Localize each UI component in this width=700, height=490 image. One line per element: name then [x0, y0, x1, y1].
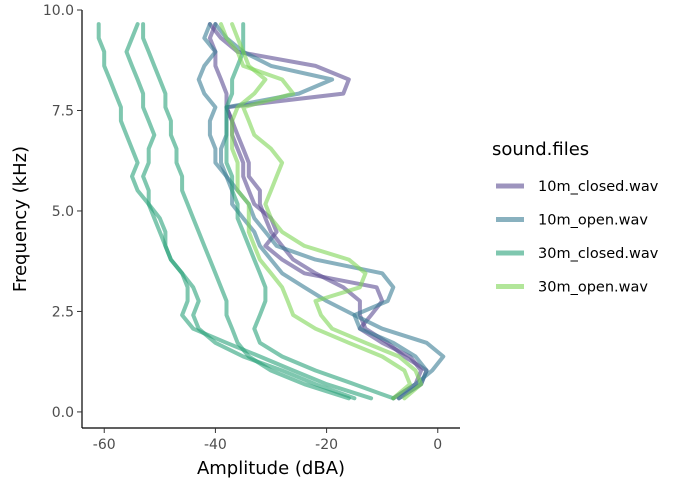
y-tick-label: 0.0	[52, 405, 74, 421]
y-tick-label: 10.0	[43, 3, 74, 19]
series-line-30m-closed-wav	[224, 22, 396, 401]
x-tick-label: -20	[315, 437, 338, 453]
series-line-30m-closed-wav	[124, 22, 357, 401]
y-tick-label: 2.5	[52, 304, 74, 320]
series-line-10m-open-wav	[213, 22, 446, 401]
legend: sound.files 10m_closed.wav 10m_open.wav 30…	[492, 139, 659, 296]
legend-label: 10m_open.wav	[538, 213, 648, 229]
x-tick-label: -40	[204, 437, 227, 453]
series-line-10m-closed-wav	[207, 22, 424, 401]
x-axis-title: Amplitude (dBA)	[197, 458, 345, 479]
x-tick-label: 0	[433, 437, 442, 453]
legend-title: sound.files	[492, 139, 589, 160]
x-axis-ticks: -60 -40 -20 0	[93, 428, 442, 453]
legend-label: 10m_closed.wav	[538, 179, 659, 195]
legend-items: 10m_closed.wav 10m_open.wav 30m_closed.wav…	[496, 179, 659, 296]
y-axis-ticks: 0.0 2.5 5.0 7.5 10.0	[43, 3, 82, 421]
series-line-30m-open-wav	[230, 22, 412, 401]
series-line-30m-closed-wav	[141, 22, 351, 401]
legend-label: 30m_closed.wav	[538, 246, 659, 262]
y-tick-label: 5.0	[52, 204, 74, 220]
x-tick-label: -60	[93, 437, 116, 453]
series-line-30m-open-wav	[219, 22, 424, 401]
y-axis-title: Frequency (kHz)	[10, 146, 31, 292]
plot-lines	[96, 22, 446, 401]
legend-label: 30m_open.wav	[538, 280, 648, 296]
y-tick-label: 7.5	[52, 103, 74, 119]
